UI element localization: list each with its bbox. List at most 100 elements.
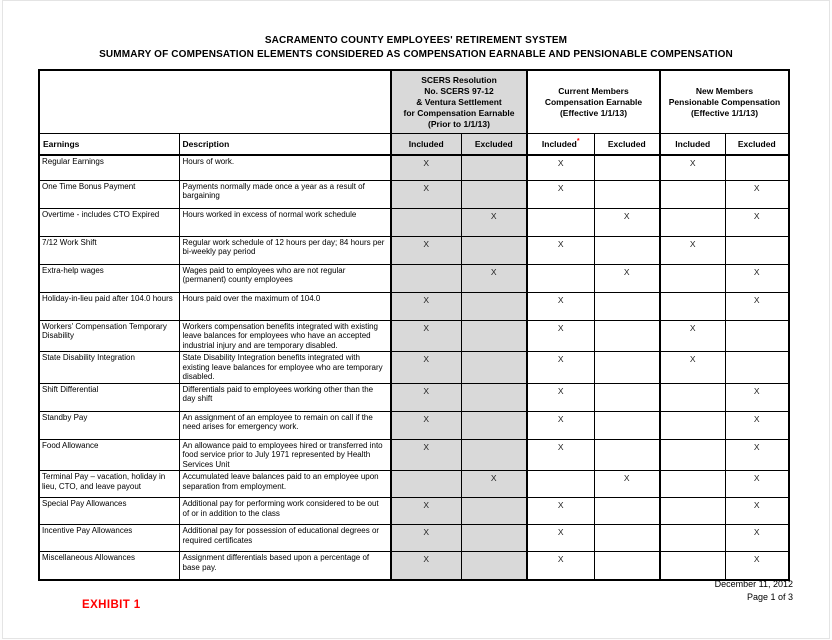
new-members-group-header: New Members Pensionable Compensation (Ef… — [659, 69, 790, 134]
new-excluded-mark-cell: X — [724, 291, 790, 321]
current-excluded-mark-cell — [593, 438, 661, 471]
document-title-line2: SUMMARY OF COMPENSATION ELEMENTS CONSIDE… — [99, 49, 733, 60]
scers-included-mark-cell: X — [390, 179, 462, 209]
description-cell: Hours of work. — [178, 154, 392, 181]
new-included-mark-cell — [659, 524, 726, 552]
table-row: Miscellaneous Allowances Assignment diff… — [38, 551, 790, 580]
document-title-line1: SACRAMENTO COUNTY EMPLOYEES' RETIREMENT … — [264, 35, 568, 46]
scers-excluded-mark-cell — [460, 235, 528, 265]
scers-included-mark-cell — [390, 470, 462, 498]
table-row: Incentive Pay Allowances Additional pay … — [38, 524, 790, 552]
new-included-mark-cell — [659, 263, 726, 293]
new-excluded-mark-cell: X — [724, 263, 790, 293]
description-cell: Accumulated leave balances paid to an em… — [178, 470, 392, 498]
table-row: Special Pay Allowances Additional pay fo… — [38, 497, 790, 525]
current-excluded-mark-cell: X — [593, 470, 661, 498]
new-excluded-mark-cell — [724, 319, 790, 352]
scers-included-mark-cell — [390, 207, 462, 237]
earnings-cell: Incentive Pay Allowances — [38, 524, 180, 552]
current-included-mark-cell: X — [526, 154, 595, 181]
earnings-cell: Terminal Pay – vacation, holiday in lieu… — [38, 470, 180, 498]
description-cell: Payments normally made once a year as a … — [178, 179, 392, 209]
new-included-mark-cell — [659, 410, 726, 440]
red-asterisk: * — [576, 138, 580, 146]
group-header-line: (Effective 1/1/13) — [559, 107, 628, 118]
earnings-cell: Workers' Compensation Temporary Disabili… — [38, 319, 180, 352]
scers-included-mark-cell: X — [390, 524, 462, 552]
new-excluded-mark-cell — [724, 235, 790, 265]
description-cell: Assignment differentials based upon a pe… — [178, 551, 392, 580]
current-excluded-mark-cell — [593, 291, 661, 321]
column-header-row: Earnings Description Included Excluded I… — [38, 133, 790, 156]
scers-included-mark-cell: X — [390, 497, 462, 525]
new-included-mark-cell — [659, 291, 726, 321]
new-included-mark-cell — [659, 207, 726, 237]
earnings-column-header: Earnings — [38, 133, 180, 156]
table-row: Standby Pay An assignment of an employee… — [38, 410, 790, 440]
new-excluded-mark-cell: X — [724, 438, 790, 471]
table-row: Regular Earnings Hours of work. X X X — [38, 154, 790, 181]
scers-excluded-mark-cell: X — [460, 470, 528, 498]
table-row: Overtime - includes CTO Expired Hours wo… — [38, 207, 790, 237]
current-excluded-mark-cell — [593, 319, 661, 352]
new-excluded-mark-cell: X — [724, 179, 790, 209]
current-included-mark-cell: X — [526, 497, 595, 525]
new-excluded-mark-cell: X — [724, 410, 790, 440]
current-included-mark-cell — [526, 263, 595, 293]
new-excluded-mark-cell: X — [724, 497, 790, 525]
current-excluded-mark-cell — [593, 551, 661, 580]
description-cell: An allowance paid to employees hired or … — [178, 438, 392, 471]
table-row: Extra-help wages Wages paid to employees… — [38, 263, 790, 293]
compensation-elements-table: SCERS Resolution No. SCERS 97-12 & Ventu… — [38, 69, 790, 581]
scers-included-mark-cell: X — [390, 291, 462, 321]
new-included-mark-cell — [659, 497, 726, 525]
earnings-cell: Holiday-in-lieu paid after 104.0 hours — [38, 291, 180, 321]
group-header-line: SCERS Resolution — [421, 74, 497, 85]
scers-included-mark-cell: X — [390, 410, 462, 440]
current-excluded-mark-cell — [593, 497, 661, 525]
current-included-header: Included* — [526, 133, 595, 156]
description-cell: Wages paid to employees who are not regu… — [178, 263, 392, 293]
new-included-mark-cell: X — [659, 351, 726, 384]
new-included-mark-cell — [659, 179, 726, 209]
earnings-cell: Food Allowance — [38, 438, 180, 471]
new-included-mark-cell: X — [659, 235, 726, 265]
table-row: 7/12 Work Shift Regular work schedule of… — [38, 235, 790, 265]
scers-excluded-mark-cell — [460, 410, 528, 440]
scers-excluded-mark-cell: X — [460, 263, 528, 293]
scers-excluded-mark-cell — [460, 382, 528, 412]
current-excluded-mark-cell — [593, 235, 661, 265]
scers-included-mark-cell: X — [390, 235, 462, 265]
earnings-cell: Overtime - includes CTO Expired — [38, 207, 180, 237]
table-body: Regular Earnings Hours of work. X X X On… — [38, 154, 790, 580]
current-included-mark-cell: X — [526, 179, 595, 209]
description-cell: State Disability Integration benefits in… — [178, 351, 392, 384]
scers-included-mark-cell: X — [390, 551, 462, 580]
current-excluded-mark-cell — [593, 410, 661, 440]
table-row: Food Allowance An allowance paid to empl… — [38, 438, 790, 471]
table-row: One Time Bonus Payment Payments normally… — [38, 179, 790, 209]
description-cell: Regular work schedule of 12 hours per da… — [178, 235, 392, 265]
exhibit-label: EXHIBIT 1 — [82, 599, 141, 611]
current-included-mark-cell: X — [526, 235, 595, 265]
earnings-cell: 7/12 Work Shift — [38, 235, 180, 265]
earnings-cell: Standby Pay — [38, 410, 180, 440]
table-row: Shift Differential Differentials paid to… — [38, 382, 790, 412]
scers-excluded-mark-cell — [460, 179, 528, 209]
group-header-line: New Members — [695, 85, 754, 96]
group-header-line: No. SCERS 97-12 — [424, 85, 494, 96]
earnings-cell: Shift Differential — [38, 382, 180, 412]
description-cell: Hours worked in excess of normal work sc… — [178, 207, 392, 237]
description-cell: Differentials paid to employees working … — [178, 382, 392, 412]
new-included-mark-cell — [659, 470, 726, 498]
scers-excluded-mark-cell — [460, 351, 528, 384]
new-excluded-mark-cell: X — [724, 524, 790, 552]
scers-included-mark-cell: X — [390, 382, 462, 412]
column-group-header-row: SCERS Resolution No. SCERS 97-12 & Ventu… — [38, 69, 790, 134]
scers-excluded-mark-cell — [460, 551, 528, 580]
scers-excluded-mark-cell: X — [460, 207, 528, 237]
current-included-mark-cell — [526, 470, 595, 498]
description-column-header: Description — [178, 133, 392, 156]
current-excluded-mark-cell — [593, 351, 661, 384]
current-included-mark-cell: X — [526, 410, 595, 440]
